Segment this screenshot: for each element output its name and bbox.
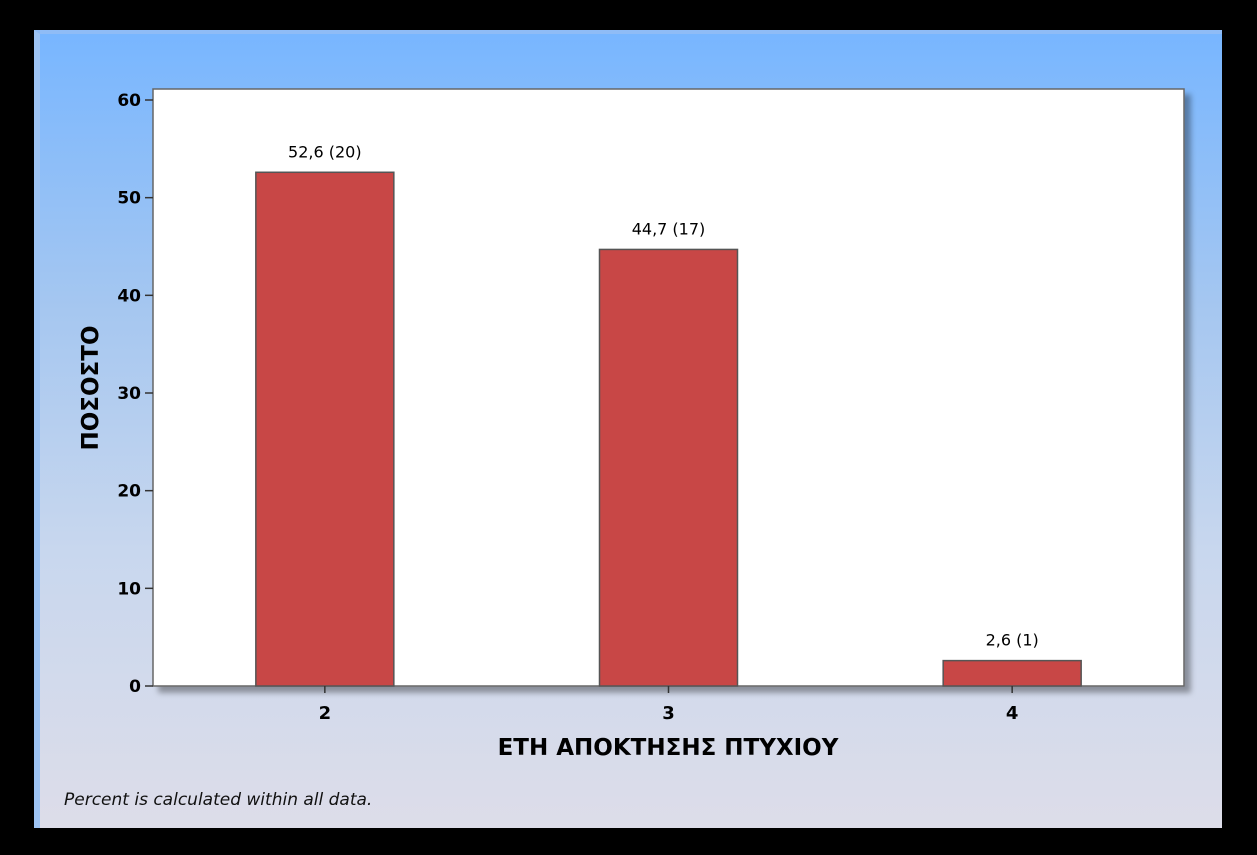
y-axis-title: ΠΟΣΟΣΤΟ [78,325,104,450]
data-label-2: 52,6 (20) [288,142,362,161]
x-tick-label-3: 3 [662,703,675,724]
data-label-4: 2,6 (1) [986,631,1039,650]
x-axis-title: ΕΤΗ ΑΠΟΚΤΗΣΗΣ ΠΤΥΧΙΟΥ [498,735,839,761]
bar-2 [255,171,395,687]
bar-3 [598,248,739,687]
bar-4 [942,659,1082,687]
y-tick-label-10: 10 [117,579,141,599]
y-tick-label-50: 50 [117,189,141,209]
footnote: Percent is calculated within all data. [64,790,373,810]
y-tick-label-60: 60 [117,91,141,111]
x-tick-label-2: 2 [319,703,332,724]
y-tick-label-40: 40 [117,286,141,306]
x-tick-label-4: 4 [1006,703,1019,724]
y-tick-label-20: 20 [117,482,141,502]
y-tick-label-0: 0 [129,677,141,697]
data-label-3: 44,7 (17) [632,219,706,238]
y-tick-label-30: 30 [117,384,141,404]
